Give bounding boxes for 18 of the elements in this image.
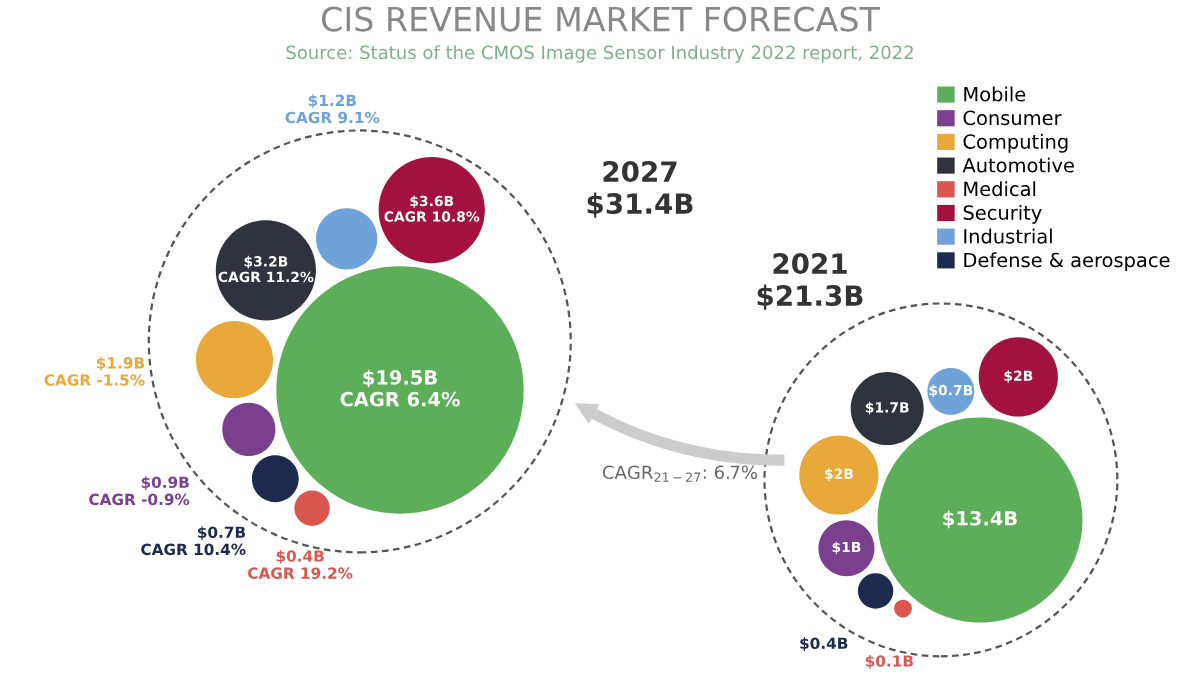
legend-label: Medical [964, 181, 1036, 197]
text: CAGR$_{21−27}$: 6.7% [602, 465, 758, 482]
legend-label: Defense & aerospace [964, 252, 1170, 272]
text: $31.4B [587, 192, 693, 218]
legend-label: Security [963, 204, 1042, 224]
legend-label: Consumer [963, 110, 1062, 126]
source-note: Source: Status of the CMOS Image Sensor Industry 2022 report, 2022 [286, 45, 913, 63]
legend-label: Mobile [964, 86, 1026, 102]
data-label: $13.4B [943, 510, 1017, 529]
category-label: 2021 [773, 253, 847, 275]
data-label: $19.5B [363, 369, 437, 388]
text: CIS REVENUE MARKET FORECAST [321, 6, 880, 32]
text: CAGR 6.4% [340, 391, 460, 407]
legend-label: Computing [963, 133, 1068, 153]
legend-label: Industrial [964, 228, 1052, 244]
legend-label: Automotive [962, 157, 1074, 173]
category-label: 2027 [603, 161, 677, 183]
text: $21.3B [757, 284, 863, 310]
